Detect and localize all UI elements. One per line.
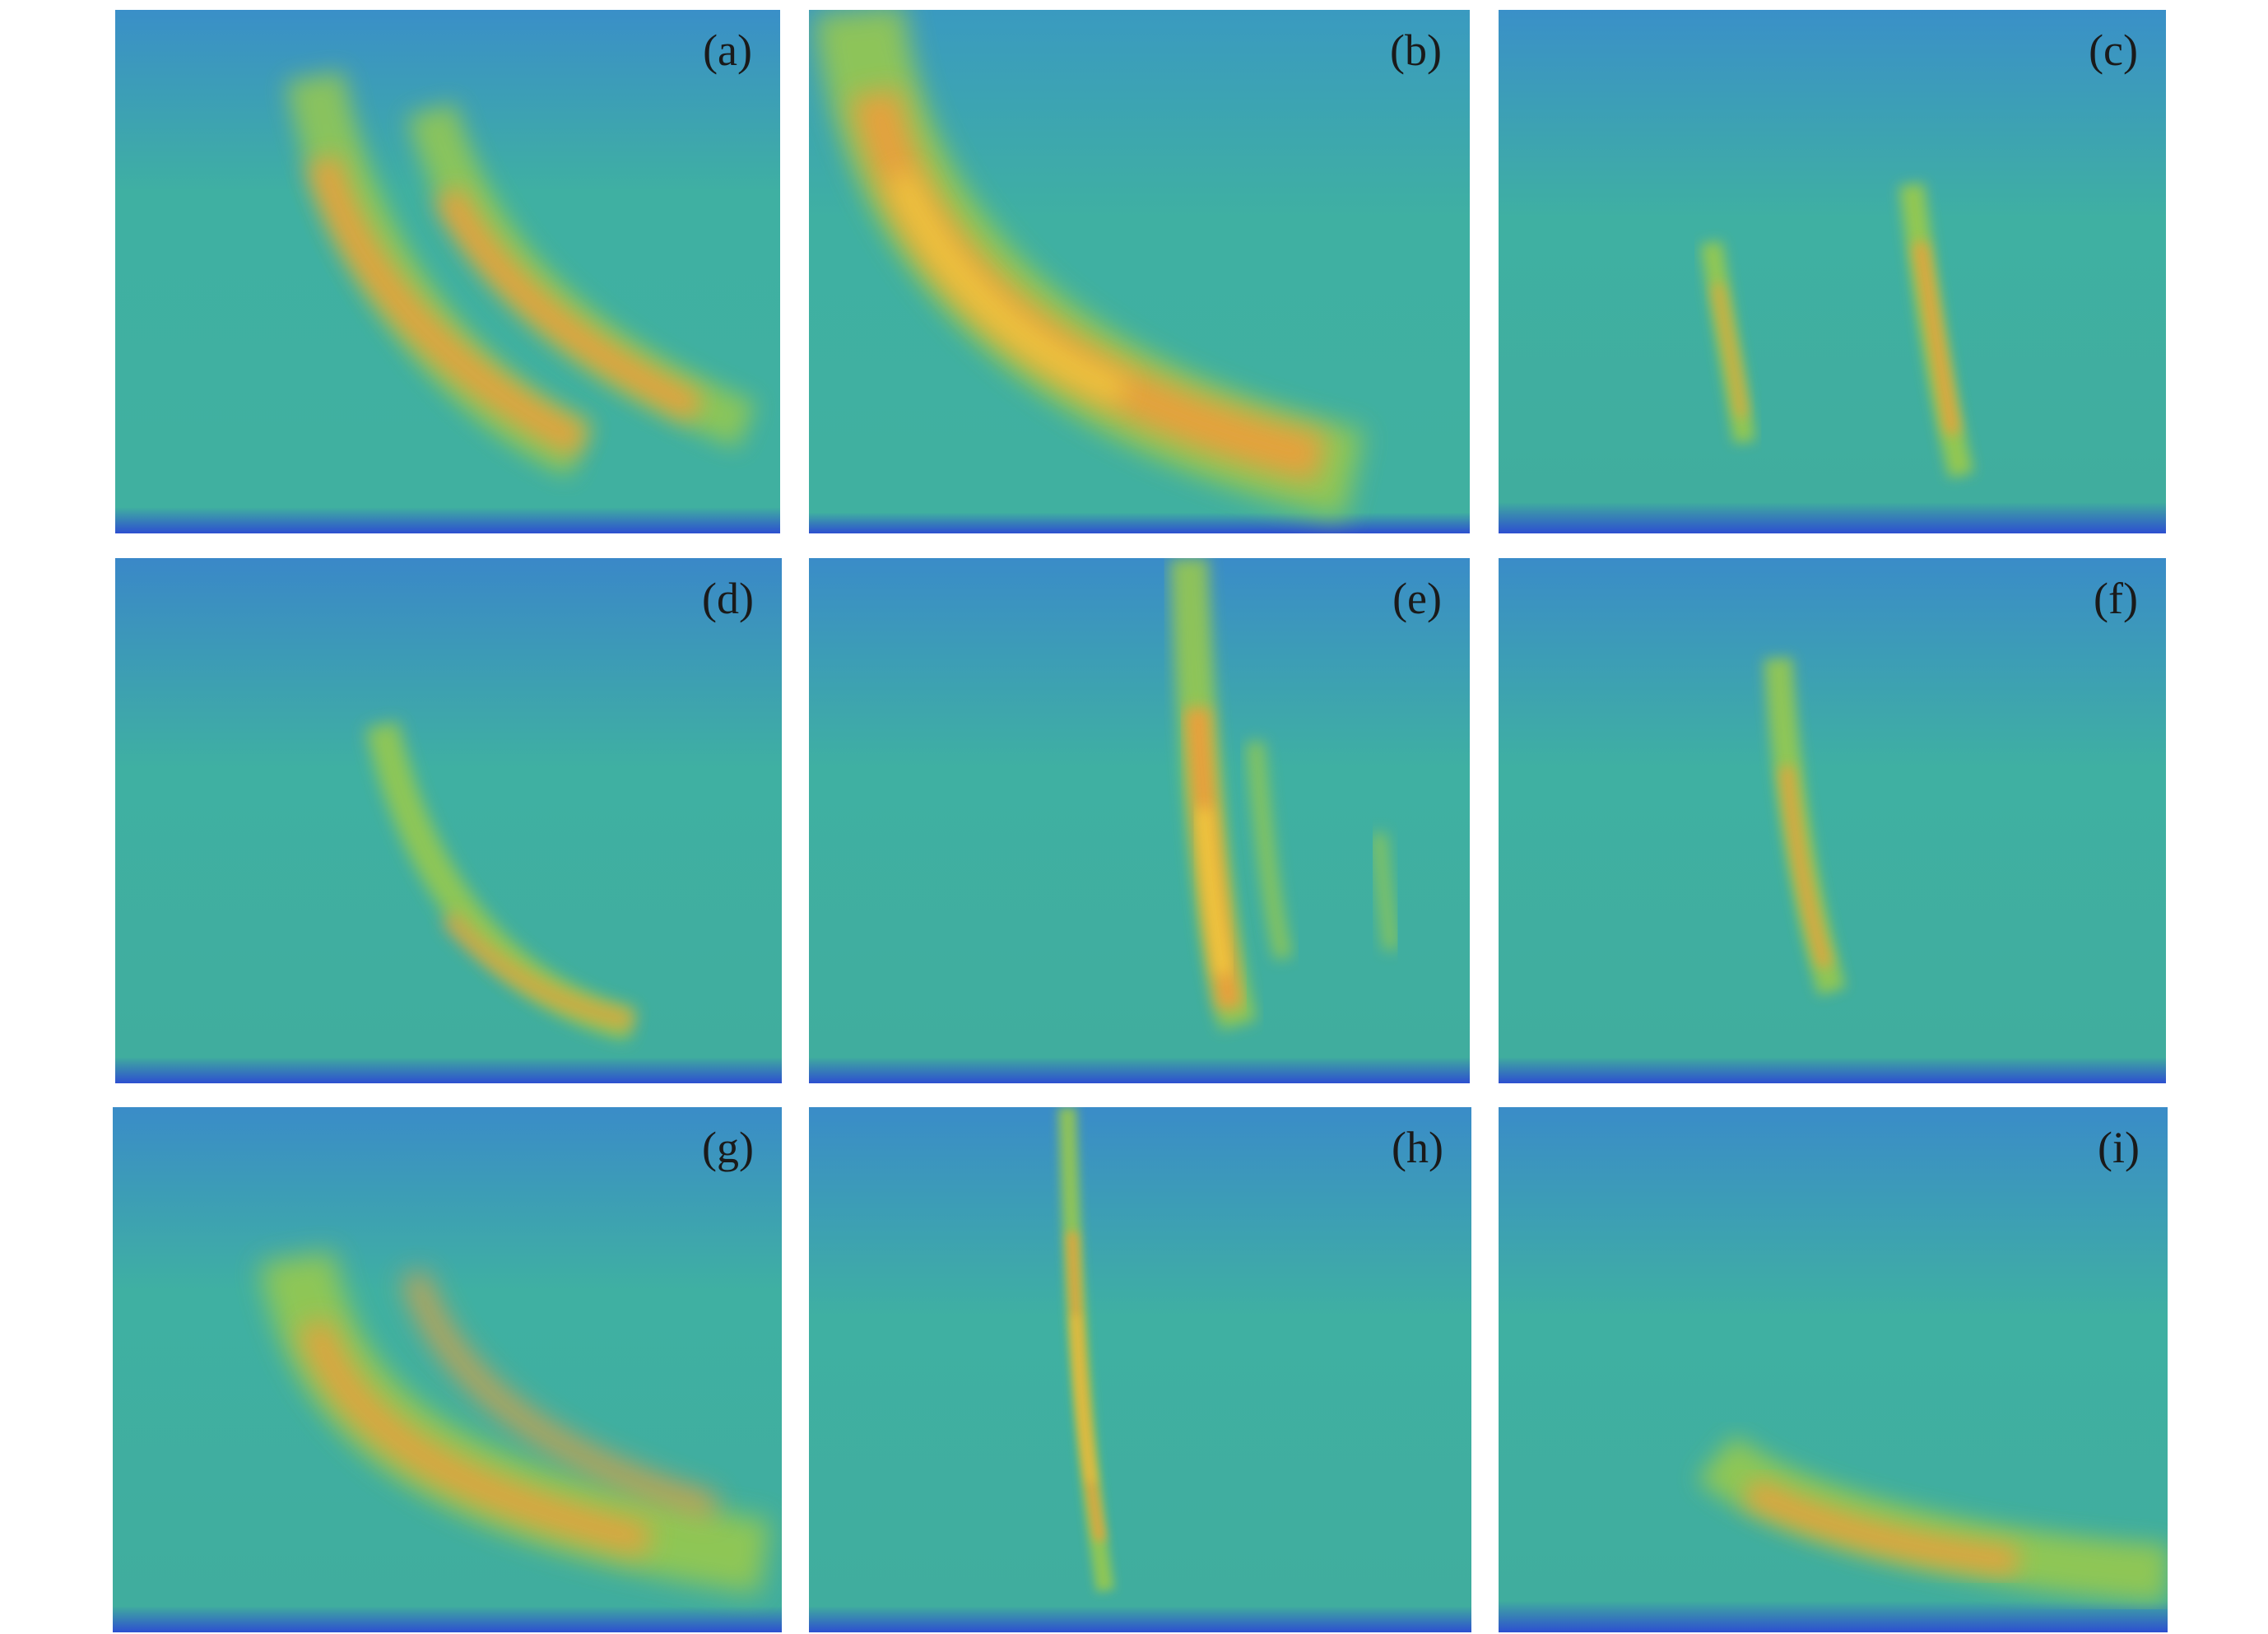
spectrogram-image-h bbox=[809, 1107, 1471, 1632]
spectrogram-panel-b: (b) bbox=[809, 10, 1470, 533]
spectrogram-panel-a: (a) bbox=[115, 10, 780, 533]
spectrogram-image-d bbox=[115, 558, 782, 1083]
spectrogram-panel-g: (g) bbox=[113, 1107, 782, 1632]
spectrogram-image-e bbox=[809, 558, 1470, 1083]
spectrogram-panel-c: (c) bbox=[1499, 10, 2166, 533]
spectrogram-panel-d: (d) bbox=[115, 558, 782, 1083]
spectrogram-image-i bbox=[1499, 1107, 2168, 1632]
spectrogram-panel-h: (h) bbox=[809, 1107, 1471, 1632]
spectrogram-panel-i: (i) bbox=[1499, 1107, 2168, 1632]
spectrogram-image-g bbox=[113, 1107, 782, 1632]
spectrogram-panel-f: (f) bbox=[1499, 558, 2166, 1083]
spectrogram-image-b bbox=[809, 10, 1470, 533]
spectrogram-image-a bbox=[115, 10, 780, 533]
spectrogram-image-f bbox=[1499, 558, 2166, 1083]
spectrogram-panel-e: (e) bbox=[809, 558, 1470, 1083]
spectrogram-image-c bbox=[1499, 10, 2166, 533]
